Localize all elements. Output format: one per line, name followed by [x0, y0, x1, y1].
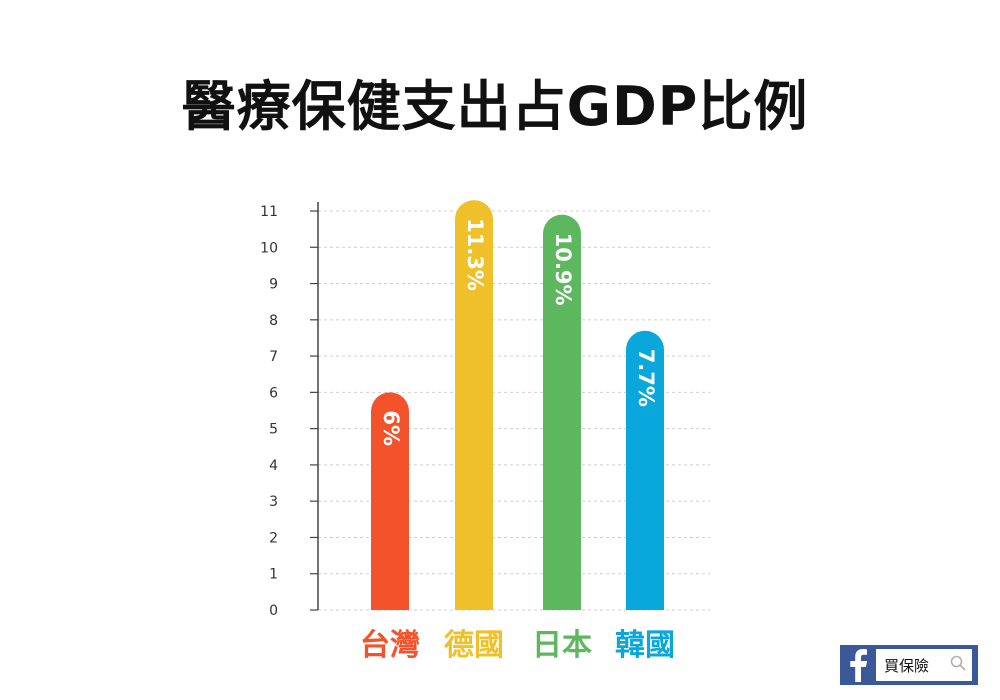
y-tick-label: 10 [260, 240, 278, 256]
y-tick-label: 7 [269, 349, 278, 365]
y-tick-label: 5 [269, 422, 278, 438]
search-text: 買保險 [884, 656, 930, 675]
y-tick-label: 8 [269, 313, 278, 329]
bar-data-label: 7.7% [634, 349, 658, 407]
bar [371, 392, 409, 610]
category-label: 德國 [444, 628, 504, 663]
y-tick-label: 3 [269, 494, 278, 510]
bar [626, 330, 664, 610]
y-tick-label: 0 [269, 603, 278, 619]
category-label: 韓國 [615, 628, 675, 663]
category-label: 日本 [532, 628, 592, 663]
bar [543, 214, 581, 611]
bar-data-label: 10.9% [551, 233, 575, 306]
y-tick-label: 2 [269, 530, 278, 546]
bar [455, 200, 493, 611]
search-box[interactable]: 買保險 [876, 649, 972, 681]
y-tick-label: 1 [269, 567, 278, 583]
bar-data-label: 6% [379, 410, 403, 446]
search-icon[interactable] [950, 655, 966, 675]
chart-title: 醫療保健支出占GDP比例 [181, 75, 809, 138]
y-tick-label: 6 [269, 385, 278, 401]
facebook-search-badge[interactable]: 買保險 [840, 645, 978, 685]
y-tick-label: 4 [269, 458, 278, 474]
category-label: 台灣 [360, 628, 420, 663]
facebook-icon[interactable] [840, 645, 876, 685]
y-tick-label: 11 [260, 204, 278, 220]
y-tick-label: 9 [269, 277, 278, 293]
bar-data-label: 11.3% [463, 218, 487, 291]
